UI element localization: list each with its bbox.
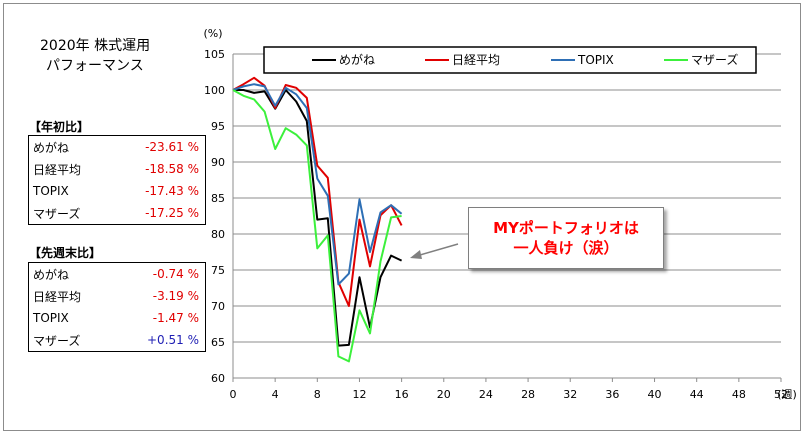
weekly-row-name: TOPIX [33, 311, 69, 325]
y-tick-label: 85 [211, 192, 225, 205]
legend-label: TOPIX [577, 53, 614, 67]
weekly-row-name: マザーズ [33, 333, 81, 348]
series-line [232, 89, 402, 363]
x-tick-label: 4 [272, 388, 279, 401]
weekly-row-value: +0.51 % [147, 333, 199, 347]
ytd-row-name: めがね [33, 140, 70, 155]
weekly-row: 日経平均 -3.19 % [29, 285, 206, 307]
y-tick-label: 70 [211, 300, 225, 313]
y-unit-label: (%) [203, 27, 222, 40]
x-tick-label: 52 [774, 388, 788, 401]
x-tick-label: 28 [521, 388, 535, 401]
x-unit-label: (週) [777, 388, 797, 401]
weekly-row-value: -1.47 % [152, 311, 199, 325]
ytd-row-name: マザーズ [33, 206, 81, 221]
series-line [232, 76, 403, 307]
x-tick-label: 16 [395, 388, 409, 401]
x-tick-label: 40 [648, 388, 662, 401]
weekly-title: 【先週末比】 [29, 246, 102, 260]
x-tick-label: 20 [437, 388, 451, 401]
ytd-row: めがね -23.61 % [29, 136, 206, 159]
weekly-row-value: -0.74 % [152, 267, 199, 281]
portfolio-callout: MYポートフォリオは 一人負け（涙） [468, 207, 664, 269]
ytd-row-value: -23.61 % [145, 140, 199, 154]
chart-frame [3, 3, 801, 431]
x-tick-label: 12 [352, 388, 366, 401]
legend-label: 日経平均 [452, 53, 500, 67]
ytd-table: めがね -23.61 % 日経平均 -18.58 % TOPIX -17.43 % マ… [28, 135, 206, 225]
weekly-row-value: -3.19 % [152, 289, 199, 303]
x-tick-label: 24 [479, 388, 493, 401]
x-tick-label: 36 [605, 388, 619, 401]
legend [263, 46, 757, 74]
ytd-row-name: 日経平均 [33, 162, 82, 177]
y-tick-label: 60 [211, 372, 225, 385]
callout-line1: MYポートフォリオは [493, 219, 639, 237]
chart-title-line1: 2020年 株式運用 [40, 38, 151, 54]
callout-line2: 一人負け（涙） [513, 239, 619, 257]
y-tick-label: 105 [204, 48, 225, 61]
x-tick-label: 44 [690, 388, 704, 401]
weekly-row-name: めがね [33, 267, 70, 282]
ytd-row-value: -17.43 % [145, 184, 199, 198]
ytd-row-name: TOPIX [33, 184, 69, 198]
weekly-row-name: 日経平均 [33, 289, 82, 304]
ytd-row-value: -18.58 % [145, 162, 199, 176]
y-tick-label: 65 [211, 336, 225, 349]
legend-label: めがね [339, 52, 375, 67]
ytd-row: マザーズ -17.25 % [29, 202, 206, 225]
weekly-row: TOPIX -1.47 % [29, 307, 206, 329]
ytd-row-value: -17.25 % [145, 206, 199, 220]
series-line [232, 83, 403, 286]
y-tick-label: 80 [211, 228, 225, 241]
weekly-row: めがね -0.74 % [29, 263, 206, 286]
callout-arrow-head [410, 250, 422, 259]
x-tick-label: 8 [314, 388, 321, 401]
ytd-row: 日経平均 -18.58 % [29, 158, 206, 180]
ytd-row: TOPIX -17.43 % [29, 180, 206, 202]
weekly-row: マザーズ +0.51 % [29, 329, 206, 352]
weekly-table: めがね -0.74 % 日経平均 -3.19 % TOPIX -1.47 % マザーズ… [28, 262, 206, 352]
chart-title-line2: パフォーマンス [46, 58, 144, 74]
legend-label: マザーズ [691, 52, 738, 67]
y-tick-label: 95 [211, 120, 225, 133]
y-tick-label: 75 [211, 264, 225, 277]
y-tick-label: 90 [211, 156, 225, 169]
ytd-title: 【年初比】 [29, 120, 90, 134]
x-tick-label: 32 [563, 388, 577, 401]
series-line [233, 89, 403, 347]
x-tick-label: 0 [230, 388, 237, 401]
y-tick-label: 100 [204, 84, 225, 97]
x-tick-label: 48 [732, 388, 746, 401]
